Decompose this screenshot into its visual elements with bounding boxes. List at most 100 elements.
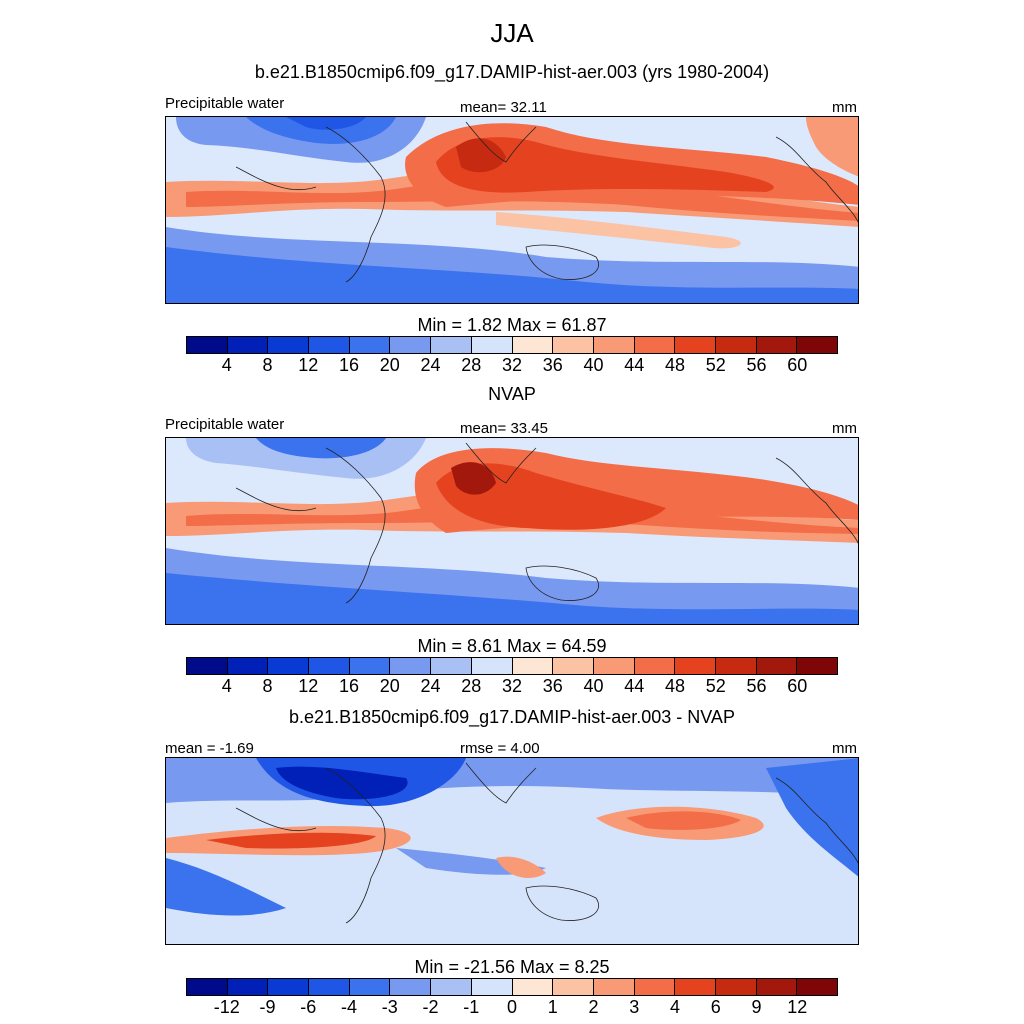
panel-2-minmax: Min = 8.61 Max = 64.59 (417, 636, 607, 656)
colorbar-swatch (553, 337, 594, 353)
colorbar-tick-label: 44 (624, 355, 645, 375)
colorbar-tick-label: 1 (547, 997, 558, 1017)
colorbar-tick-label: 12 (298, 676, 319, 696)
panel-3-rmse-label: rmse = 4.00 (460, 740, 540, 757)
colorbar-tick-label: 8 (262, 355, 273, 375)
panel-3-colorbar-ticks: -12 -9 -6 -4 -3 -2 -1 0 1 2 3 4 6 9 12 (186, 997, 838, 1019)
colorbar-tick-label: -12 (213, 997, 240, 1017)
colorbar-swatch (227, 337, 269, 353)
colorbar-swatch (349, 658, 391, 674)
colorbar-tick-label: 16 (338, 355, 360, 375)
panel-1-subtitle: b.e21.B1850cmip6.f09_g17.DAMIP-hist-aer.… (254, 62, 770, 82)
colorbar-swatch (553, 658, 594, 674)
colorbar-tick-label: 4 (221, 355, 232, 375)
panel-3-mean-label: mean = -1.69 (165, 740, 254, 757)
colorbar-tick-label: 60 (787, 355, 808, 375)
colorbar-tick-label: -9 (259, 997, 276, 1017)
colorbar-swatch (797, 979, 837, 995)
colorbar-swatch (227, 658, 269, 674)
colorbar-tick-label: 36 (542, 355, 563, 375)
colorbar-swatch (512, 658, 554, 674)
colorbar-swatch (675, 979, 716, 995)
colorbar-tick-label: 6 (710, 997, 721, 1017)
panel-2-variable-label: Precipitable water (165, 416, 285, 433)
panel-3-map (165, 757, 859, 945)
colorbar-tick-label: -1 (463, 997, 480, 1017)
panel-3-minmax: Min = -21.56 Max = 8.25 (414, 957, 610, 977)
colorbar-swatch (268, 658, 310, 674)
colorbar-swatch (227, 979, 269, 995)
colorbar-swatch (268, 979, 310, 995)
colorbar-swatch (187, 658, 228, 674)
colorbar-swatch (431, 337, 472, 353)
panel-1-map (165, 116, 859, 304)
colorbar-swatch (390, 337, 432, 353)
colorbar-swatch (431, 658, 472, 674)
colorbar-swatch (390, 979, 432, 995)
colorbar-swatch (593, 658, 635, 674)
panel-1-variable-label: Precipitable water (165, 95, 285, 112)
colorbar-swatch (634, 337, 676, 353)
colorbar-tick-label: 32 (501, 355, 523, 375)
colorbar-tick-label: 56 (746, 676, 767, 696)
colorbar-swatch (675, 337, 716, 353)
colorbar-tick-label: 60 (787, 676, 808, 696)
panel-3-subtitle: b.e21.B1850cmip6.f09_g17.DAMIP-hist-aer.… (289, 707, 735, 727)
panel-1-units-label: mm (832, 99, 857, 116)
colorbar-tick-label: 9 (751, 997, 762, 1017)
colorbar-swatch (715, 337, 757, 353)
panel-2-map (165, 437, 859, 625)
colorbar-tick-label: 36 (542, 676, 563, 696)
colorbar-tick-label: 8 (262, 676, 273, 696)
colorbar-swatch (715, 979, 757, 995)
panel-2-units-label: mm (832, 420, 857, 437)
colorbar-swatch (187, 979, 228, 995)
colorbar-tick-label: -2 (422, 997, 439, 1017)
colorbar-tick-label: 44 (624, 676, 645, 696)
colorbar-swatch (797, 658, 837, 674)
colorbar-tick-label: -4 (340, 997, 358, 1017)
panel-1-colorbar-ticks: 4 8 12 16 20 24 28 32 36 40 44 48 52 56 60 (186, 355, 838, 377)
colorbar-swatch (553, 979, 594, 995)
colorbar-swatch (512, 979, 554, 995)
colorbar-tick-label: 12 (787, 997, 808, 1017)
colorbar-swatch (797, 337, 837, 353)
colorbar-tick-label: 4 (221, 676, 232, 696)
colorbar-tick-label: -6 (300, 997, 317, 1017)
colorbar-tick-label: 20 (379, 355, 400, 375)
colorbar-tick-label: 28 (461, 355, 482, 375)
colorbar-swatch (471, 979, 513, 995)
colorbar-tick-label: 24 (420, 676, 441, 696)
panel-1-minmax: Min = 1.82 Max = 61.87 (417, 315, 607, 335)
colorbar-swatch (309, 979, 350, 995)
colorbar-swatch (756, 337, 798, 353)
colorbar-swatch (431, 979, 472, 995)
colorbar-swatch (268, 337, 310, 353)
colorbar-tick-label: 3 (629, 997, 640, 1017)
colorbar-swatch (634, 658, 676, 674)
colorbar-tick-label: 4 (669, 997, 681, 1017)
colorbar-swatch (349, 979, 391, 995)
panel-1-mean-label: mean= 32.11 (460, 99, 547, 116)
panel-3-colorbar (186, 978, 838, 996)
colorbar-tick-label: 40 (583, 676, 604, 696)
figure-title: JJA (490, 18, 534, 48)
colorbar-tick-label: 56 (746, 355, 767, 375)
colorbar-tick-label: -3 (381, 997, 398, 1017)
colorbar-swatch (309, 337, 350, 353)
colorbar-tick-label: 2 (588, 997, 599, 1017)
colorbar-swatch (756, 658, 798, 674)
colorbar-tick-label: 12 (298, 355, 319, 375)
colorbar-swatch (349, 337, 391, 353)
panel-3-units-label: mm (832, 740, 857, 757)
colorbar-swatch (309, 658, 350, 674)
panel-2-subtitle: NVAP (488, 384, 536, 404)
colorbar-tick-label: 28 (461, 676, 482, 696)
colorbar-swatch (593, 337, 635, 353)
colorbar-swatch (593, 979, 635, 995)
colorbar-tick-label: 48 (664, 355, 686, 375)
colorbar-tick-label: 0 (506, 997, 518, 1017)
colorbar-tick-label: 40 (583, 355, 604, 375)
panel-2-colorbar-ticks: 4 8 12 16 20 24 28 32 36 40 44 48 52 56 60 (186, 676, 838, 698)
colorbar-swatch (471, 337, 513, 353)
